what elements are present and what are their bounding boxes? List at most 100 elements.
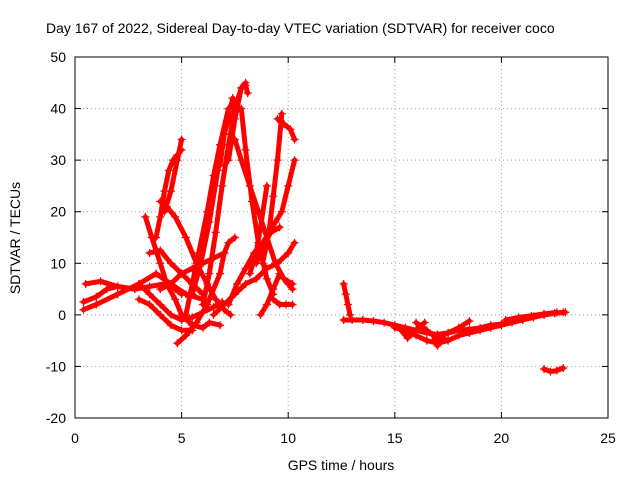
data-point [273, 114, 282, 123]
data-point [164, 166, 173, 175]
data-point [145, 290, 154, 299]
data-point [177, 316, 186, 325]
data-point [160, 207, 169, 216]
data-point [237, 156, 246, 165]
data-point [177, 145, 186, 154]
data-point [420, 318, 429, 327]
data-point [559, 363, 568, 372]
data-point [181, 310, 190, 319]
data-point [401, 326, 410, 335]
data-point [284, 248, 293, 257]
data-point [226, 310, 235, 319]
data-point [444, 336, 453, 345]
data-point [209, 254, 218, 263]
data-point [188, 326, 197, 335]
data-point [224, 156, 233, 165]
data-point [454, 323, 463, 332]
data-point [358, 316, 367, 325]
data-point [113, 282, 122, 291]
data-point [279, 120, 288, 129]
data-point [339, 279, 348, 288]
y-tick-labels: -20 -10 0 10 20 30 40 50 [46, 49, 66, 426]
data-point [433, 341, 442, 350]
data-point [290, 156, 299, 165]
x-tick-label: 5 [178, 430, 186, 446]
x-tick-label: 0 [71, 430, 79, 446]
data-point [156, 310, 165, 319]
x-tick-label: 15 [387, 430, 403, 446]
data-point [233, 279, 242, 288]
data-point [203, 207, 212, 216]
y-tick-label: 50 [50, 49, 66, 65]
data-point [422, 326, 431, 335]
data-point [230, 135, 239, 144]
data-point [224, 140, 233, 149]
data-point [220, 130, 229, 139]
data-point [211, 228, 220, 237]
data-point [130, 285, 139, 294]
data-point [269, 192, 278, 201]
data-point [256, 223, 265, 232]
data-point [275, 269, 284, 278]
data-point [252, 248, 261, 257]
data-point [380, 318, 389, 327]
data-point [188, 264, 197, 273]
series-track-c [81, 271, 206, 313]
data-point [286, 125, 295, 134]
data-point [486, 323, 495, 332]
data-point [497, 321, 506, 330]
data-point [230, 233, 239, 242]
y-tick-label: -20 [46, 410, 66, 426]
series-track-ab [275, 116, 298, 142]
data-point [203, 279, 212, 288]
data-point [348, 316, 357, 325]
data-point [173, 339, 182, 348]
data-point [215, 140, 224, 149]
data-point [209, 310, 218, 319]
data-point [262, 181, 271, 190]
data-point [79, 305, 88, 314]
series-track-ah [413, 318, 472, 341]
data-point [247, 197, 256, 206]
data-point [156, 197, 165, 206]
data-point [465, 328, 474, 337]
data-point [177, 269, 186, 278]
data-point [243, 89, 252, 98]
data-point [254, 207, 263, 216]
data-point [262, 264, 271, 273]
data-point [156, 300, 165, 309]
data-point [141, 212, 150, 221]
series-track-r [232, 82, 251, 112]
data-markers [79, 78, 570, 376]
data-point [166, 259, 175, 268]
data-point [444, 328, 453, 337]
data-point [241, 279, 250, 288]
data-point [92, 292, 101, 301]
data-point [273, 156, 282, 165]
data-point [284, 181, 293, 190]
data-point [412, 326, 421, 335]
data-point [343, 300, 352, 309]
y-tick-label: 20 [50, 204, 66, 220]
data-point [245, 269, 254, 278]
data-point [166, 187, 175, 196]
y-tick-label: 10 [50, 255, 66, 271]
data-point [501, 316, 510, 325]
data-point [134, 295, 143, 304]
data-point [518, 316, 527, 325]
data-point [205, 269, 214, 278]
data-point [269, 285, 278, 294]
plot-frame [74, 56, 609, 419]
data-point [213, 166, 222, 175]
data-point [145, 282, 154, 291]
data-point [166, 321, 175, 330]
series-track-ad [341, 281, 353, 318]
data-point [198, 323, 207, 332]
data-point [256, 310, 265, 319]
data-point [194, 248, 203, 257]
data-point [241, 81, 250, 90]
data-point [96, 277, 105, 286]
data-point [228, 94, 237, 103]
data-point [284, 279, 293, 288]
